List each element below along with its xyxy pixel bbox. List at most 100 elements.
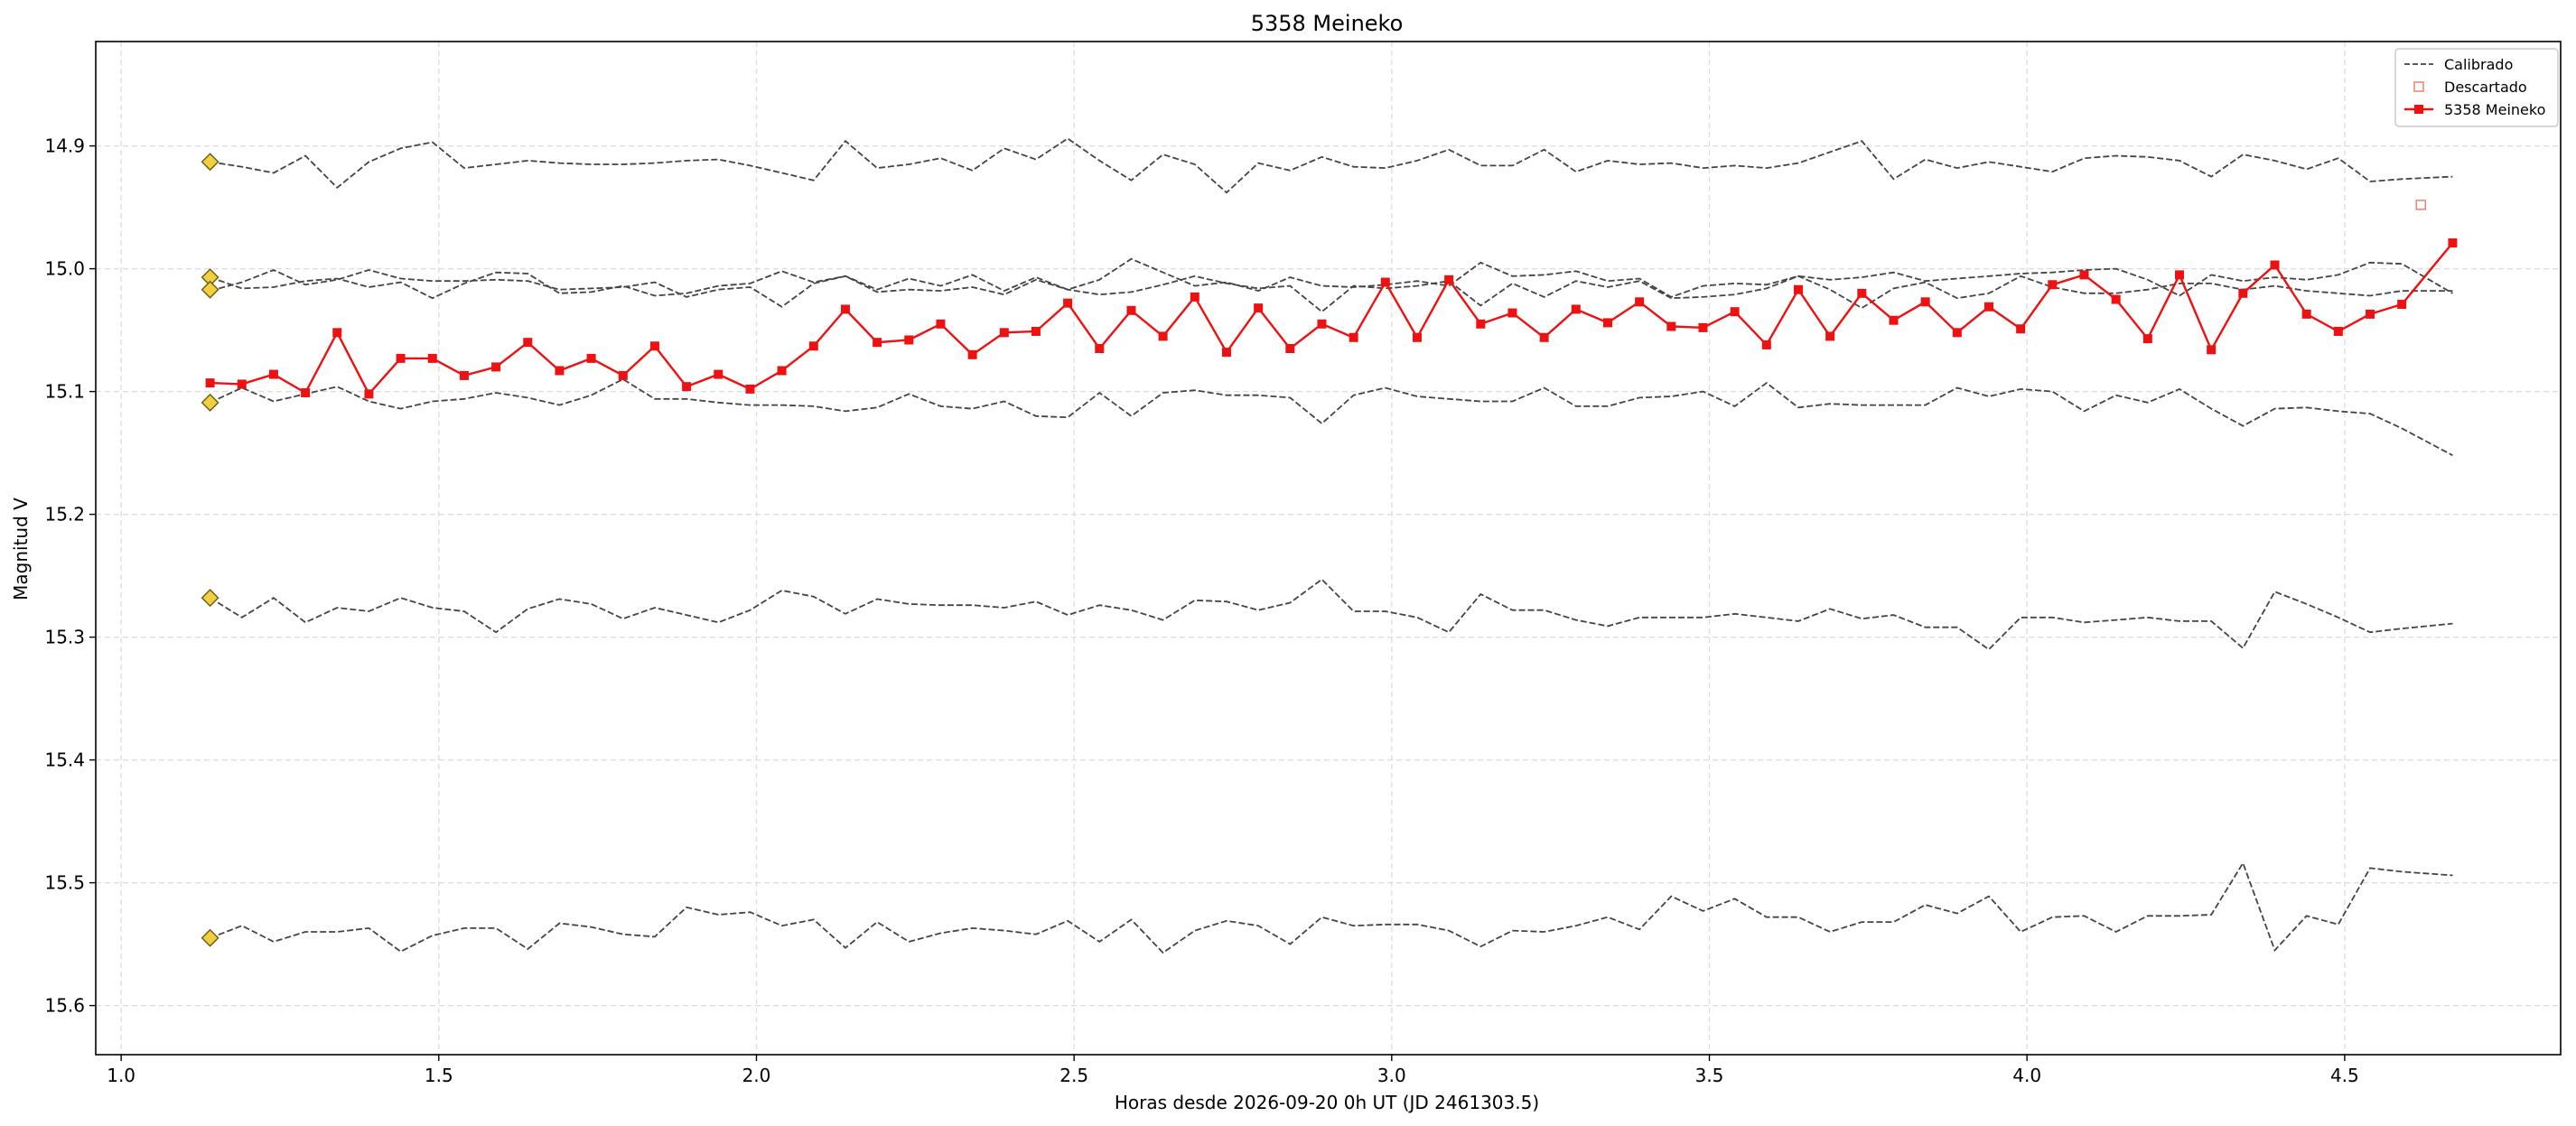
target-point: [1761, 340, 1771, 349]
target-point: [618, 370, 628, 380]
comparison-start-marker: [201, 928, 219, 947]
comparison-series-line-1: [210, 137, 2453, 194]
x-tick-label: 1.5: [425, 1065, 453, 1086]
target-point: [2333, 326, 2343, 336]
target-point: [1698, 322, 1708, 332]
target-point: [2048, 280, 2058, 290]
comparison-series-line-3: [210, 257, 2453, 300]
plot-frame: [95, 41, 2562, 1056]
y-tick-label: 15.4: [44, 749, 85, 771]
x-tick-label: 4.0: [2012, 1065, 2041, 1086]
target-point: [1158, 331, 1168, 341]
target-point: [2301, 309, 2311, 319]
target-point: [1730, 307, 1740, 317]
grid: [96, 42, 2561, 1055]
target-point: [2270, 260, 2280, 270]
target-point: [1444, 275, 1454, 284]
target-point: [1095, 344, 1105, 353]
target-point: [2111, 294, 2121, 304]
target-point: [936, 319, 946, 329]
target-point: [523, 338, 533, 348]
y-tick-label: 15.1: [44, 381, 85, 403]
target-point: [1349, 332, 1358, 342]
target-point: [1983, 302, 1993, 312]
target-point: [427, 353, 437, 363]
target-point: [2174, 270, 2184, 280]
discarded-point: [2415, 200, 2427, 210]
target-point: [1825, 331, 1835, 341]
legend-target-marker: [2414, 105, 2423, 114]
comparison-start-marker: [201, 280, 219, 299]
target-point: [840, 304, 850, 314]
target-point: [1635, 297, 1645, 307]
target-point: [1857, 288, 1867, 298]
target-point: [301, 387, 311, 397]
target-point: [1221, 348, 1231, 358]
target-point: [1793, 284, 1803, 294]
axes: 1.0 1.5 2.0 2.5 3.0 3.5 4.0 4.5 14.9 15.0 15.1 15.2…: [44, 41, 2562, 1086]
x-tick-label: 2.5: [1059, 1065, 1088, 1086]
comparison-series-line-2: [210, 269, 2453, 313]
x-tick-label: 4.5: [2330, 1065, 2359, 1086]
target-point: [1063, 298, 1073, 308]
target-point: [714, 369, 723, 379]
target-point: [1126, 305, 1136, 315]
target-point: [268, 369, 278, 379]
target-point: [2142, 334, 2152, 344]
series-layer: [201, 137, 2458, 954]
x-tick-label: 3.0: [1377, 1065, 1406, 1086]
target-point: [1920, 297, 1930, 307]
x-axis-label: Horas desde 2026-09-20 0h UT (JD 2461303…: [1115, 1092, 1539, 1113]
comparison-series-line-4: [210, 377, 2453, 457]
target-point: [332, 328, 342, 338]
target-point: [2079, 270, 2089, 280]
y-tick-label: 15.5: [44, 872, 85, 894]
target-point: [1507, 308, 1517, 318]
chart-title: 5358 Meineko: [1251, 11, 1404, 36]
x-tick-label: 1.0: [107, 1065, 135, 1086]
target-point: [205, 378, 215, 388]
target-point: [491, 362, 501, 372]
y-tick-label: 14.9: [44, 135, 85, 157]
comparison-start-marker: [201, 589, 219, 608]
target-point: [2365, 309, 2375, 319]
y-tick-label: 15.6: [44, 995, 85, 1017]
target-point: [1285, 344, 1295, 353]
target-point: [2397, 300, 2407, 310]
target-point: [1539, 332, 1549, 342]
target-point: [967, 349, 977, 359]
y-axis-label: Magnitud V: [10, 498, 32, 600]
legend: Calibrado Descartado 5358 Meineko: [2394, 48, 2559, 127]
target-point: [1666, 321, 1676, 331]
target-point: [1254, 303, 1264, 313]
y-tick-label: 15.3: [44, 627, 85, 648]
legend-descartado-swatch: [2413, 81, 2424, 92]
target-point: [1476, 319, 1486, 329]
comparison-start-marker: [201, 153, 219, 172]
target-point: [999, 328, 1009, 338]
target-point: [459, 370, 469, 380]
target-point: [2238, 288, 2248, 298]
target-point: [777, 366, 787, 376]
target-point: [1380, 277, 1390, 287]
legend-calibrado-label: Calibrado: [2444, 56, 2513, 73]
target-point: [808, 341, 818, 351]
target-point: [745, 384, 755, 394]
x-tick-label: 2.0: [742, 1065, 771, 1086]
y-tick-label: 15.2: [44, 504, 85, 526]
target-point: [682, 382, 692, 392]
target-point: [2207, 345, 2217, 355]
legend-descartado-label: Descartado: [2444, 79, 2527, 96]
legend-frame: [2394, 48, 2559, 127]
target-point: [1190, 292, 1199, 302]
target-point: [2016, 324, 2026, 334]
target-point: [1317, 319, 1327, 329]
comparison-start-marker: [201, 393, 219, 412]
target-point: [1031, 326, 1041, 336]
target-point: [1602, 318, 1612, 328]
target-point: [1571, 304, 1581, 314]
target-point: [649, 341, 659, 351]
x-tick-label: 3.5: [1695, 1065, 1724, 1086]
target-point: [1889, 315, 1899, 325]
target-series-line: [210, 242, 2454, 396]
